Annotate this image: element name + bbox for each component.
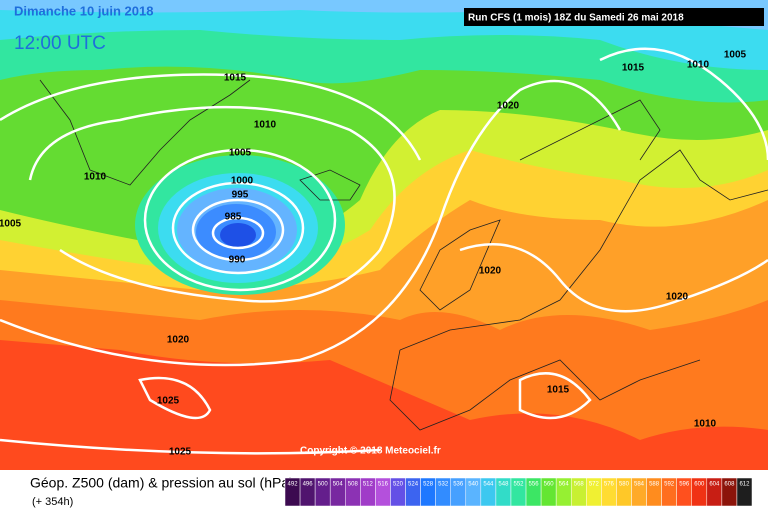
- legend-label: 604: [709, 482, 720, 488]
- isobar-labels: 1015 1010 1005 1000 995 985 990 1010 1005 1020 102…: [0, 50, 747, 458]
- legend-label: 576: [604, 482, 615, 488]
- legend-label: 572: [589, 482, 600, 488]
- isobar-label: 1020: [479, 266, 502, 277]
- legend-label: 536: [453, 482, 464, 488]
- isobar: [0, 73, 422, 161]
- run-box: [464, 8, 764, 26]
- isobar-label: 1015: [622, 63, 645, 74]
- isobar-label: 1015: [224, 73, 247, 84]
- legend: 492 496 500 504 508 512 516 520 524 528 532 536 540 5…: [284, 477, 753, 507]
- legend-label: 512: [363, 482, 374, 488]
- legend-label: 556: [529, 482, 540, 488]
- legend-label: 560: [544, 482, 555, 488]
- isobars: [0, 47, 768, 455]
- legend-label: 524: [408, 482, 419, 488]
- legend-label: 580: [619, 482, 630, 488]
- run: Run CFS (1 mois) 18Z du Samedi 26 mai 20…: [468, 13, 684, 24]
- isobar-label: 1020: [666, 292, 689, 303]
- copyright: Copyright © 2018 Meteociel.fr: [300, 446, 441, 457]
- legend-label: 592: [664, 482, 675, 488]
- isobar: [0, 79, 622, 367]
- isobar-label: 1010: [687, 60, 710, 71]
- coastline: [39, 79, 251, 186]
- isobar: [191, 198, 285, 262]
- field-light-blue: [0, 0, 768, 30]
- isobar: [138, 376, 212, 420]
- coastline: [299, 169, 361, 201]
- coastline: [389, 349, 701, 431]
- isobar-label: 1020: [497, 101, 520, 112]
- coastline: [399, 149, 768, 351]
- isobar-label: 990: [229, 255, 246, 266]
- isobar-label: 1005: [229, 148, 252, 159]
- isobar: [599, 47, 768, 161]
- coastline: [519, 99, 661, 161]
- isobar-label: 1005: [0, 219, 22, 230]
- coastlines: [39, 79, 768, 431]
- isobar-label: 1010: [694, 419, 717, 430]
- isobar-label: 1010: [84, 172, 107, 183]
- legend-label: 520: [393, 482, 404, 488]
- isobar-label: 1015: [547, 385, 570, 396]
- legend-label: 508: [348, 482, 359, 488]
- isobar: [211, 216, 265, 250]
- isobar-label: 1025: [157, 396, 180, 407]
- low-core: [220, 223, 256, 247]
- legend-label: 588: [649, 482, 660, 488]
- isobar-label: 1010: [254, 120, 277, 131]
- legend-label: 564: [559, 482, 570, 488]
- legend-swatch: [736, 477, 753, 507]
- legend-label: 552: [513, 482, 524, 488]
- legend-label: 600: [694, 482, 705, 488]
- legend-label: 584: [634, 482, 645, 488]
- isobar: [518, 372, 592, 420]
- legend-label: 548: [498, 482, 509, 488]
- legend-label: 540: [468, 482, 479, 488]
- legend-label: 608: [724, 482, 735, 488]
- legend-label: 532: [438, 482, 449, 488]
- isobar-label: 1020: [167, 335, 190, 346]
- legend-label: 596: [679, 482, 690, 488]
- isobar: [171, 181, 305, 275]
- legend-label: 568: [574, 482, 585, 488]
- isobar-label: 1005: [724, 50, 747, 61]
- legend-label: 612: [739, 482, 750, 488]
- isobar: [459, 243, 768, 313]
- legend-label: 504: [333, 482, 344, 488]
- date: Dimanche 10 juin 2018: [14, 3, 153, 18]
- isobar-label: 1025: [169, 447, 192, 458]
- isobar: [143, 148, 337, 292]
- coastline: [419, 219, 501, 311]
- isobar-label: 1000: [231, 176, 254, 187]
- legend-label: 496: [303, 482, 314, 488]
- isobar-label: 995: [232, 190, 249, 201]
- time: 12:00 UTC: [14, 33, 106, 54]
- footer-title: Géop. Z500 (dam) & pression au sol (hPa): [30, 475, 294, 491]
- legend-label: 492: [288, 482, 299, 488]
- legend-label: 528: [423, 482, 434, 488]
- isobar-label: 985: [225, 212, 242, 223]
- legend-label: 544: [483, 482, 494, 488]
- legend-label: 516: [378, 482, 389, 488]
- legend-label: 500: [318, 482, 329, 488]
- isobar: [28, 105, 396, 303]
- footer-lead: (+ 354h): [32, 496, 73, 508]
- isobar: [0, 438, 381, 455]
